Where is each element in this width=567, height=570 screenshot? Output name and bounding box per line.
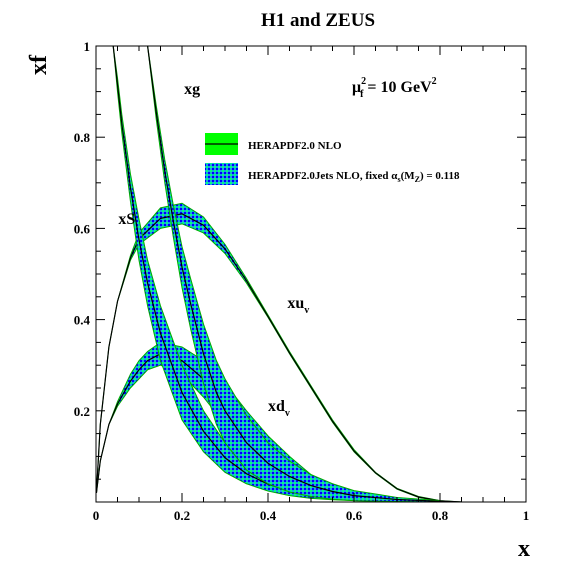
series-xs-central-line: [112, 46, 441, 502]
y-axis-label: xf: [26, 54, 52, 75]
y-tick-label: 0.8: [74, 130, 91, 145]
curve-label-xs: xS: [118, 211, 135, 228]
plot-frame: [95, 45, 527, 503]
legend-item-herapdf: HERAPDF2.0 NLO: [205, 133, 342, 155]
x-tick-label: 0.2: [174, 508, 190, 523]
series-xg-central-line: [147, 46, 441, 502]
scale-label: μ2 f = 10 GeV2: [352, 76, 437, 100]
curve-label-xg: xg: [184, 81, 200, 98]
legend-item-jets: HERAPDF2.0Jets NLO, fixed αs(MZ) = 0.118: [205, 163, 460, 185]
curve-label-xdv: xdv: [268, 398, 290, 419]
y-tick-label: 0.2: [74, 404, 90, 419]
curve-label-xuv: xuv: [287, 295, 309, 316]
legend-label-jets: HERAPDF2.0Jets NLO, fixed αs(MZ) = 0.118: [248, 170, 460, 184]
x-tick-label: 0: [93, 508, 100, 523]
y-tick-label: 0.4: [74, 313, 91, 328]
x-axis-label: x: [518, 536, 530, 562]
x-tick-label: 1: [523, 508, 530, 523]
legend-swatch-hatched: [205, 163, 238, 185]
plot-area: 0 0.2 0.4 0.6 0.8 1 0.2 0.4 0.6 0.8 1 xg xS xuv xdv: [74, 39, 530, 523]
x-tick-label: 0.4: [260, 508, 277, 523]
x-tick-label: 0.8: [432, 508, 449, 523]
series-xs-band: [112, 46, 441, 502]
series-group: [96, 46, 462, 502]
axes: 0 0.2 0.4 0.6 0.8 1 0.2 0.4 0.6 0.8 1: [74, 39, 530, 523]
legend-label-herapdf: HERAPDF2.0 NLO: [248, 140, 342, 152]
x-tick-label: 0.6: [346, 508, 363, 523]
y-tick-label: 0.6: [74, 221, 91, 236]
chart-title: H1 and ZEUS: [261, 10, 375, 31]
y-tick-label: 1: [84, 39, 91, 54]
series-xuv-central-line: [96, 213, 462, 502]
legend: HERAPDF2.0 NLO HERAPDF2.0Jets NLO, fixed…: [205, 133, 460, 185]
